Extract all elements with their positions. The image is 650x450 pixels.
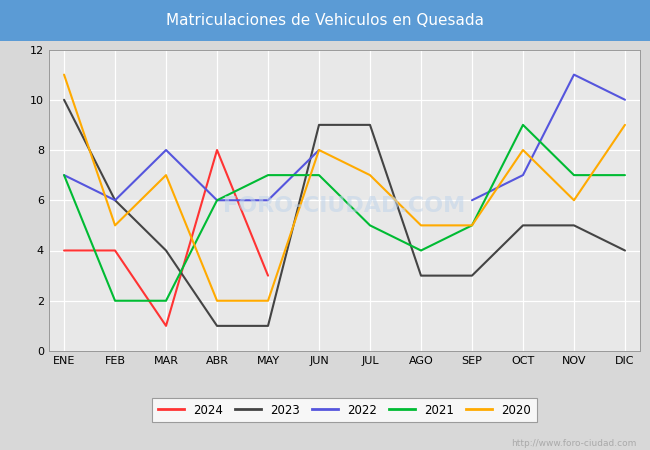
Legend: 2024, 2023, 2022, 2021, 2020: 2024, 2023, 2022, 2021, 2020 [152, 398, 537, 423]
Text: Matriculaciones de Vehiculos en Quesada: Matriculaciones de Vehiculos en Quesada [166, 13, 484, 28]
Text: FORO-CIUDAD.COM: FORO-CIUDAD.COM [224, 196, 465, 216]
Text: http://www.foro-ciudad.com: http://www.foro-ciudad.com [512, 439, 637, 448]
